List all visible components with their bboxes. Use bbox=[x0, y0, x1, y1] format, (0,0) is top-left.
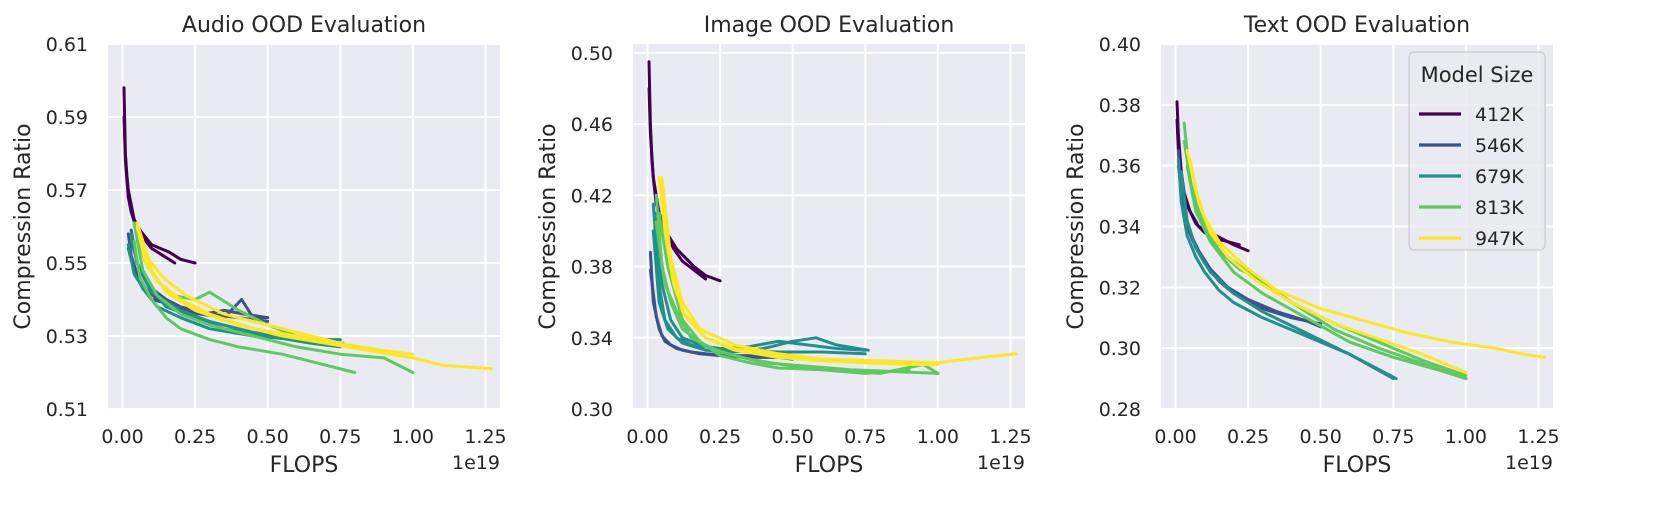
chart-title: Text OOD Evaluation bbox=[1243, 13, 1470, 38]
y-tick-label: 0.34 bbox=[571, 328, 613, 350]
legend-label: 813K bbox=[1475, 197, 1524, 219]
plot-area bbox=[633, 44, 1025, 409]
plot-area bbox=[108, 44, 500, 409]
x-tick-label: 1.00 bbox=[917, 426, 959, 448]
y-tick-label: 0.38 bbox=[1099, 95, 1141, 117]
chart-title: Image OOD Evaluation bbox=[704, 13, 955, 38]
y-tick-label: 0.57 bbox=[46, 180, 88, 202]
legend-label: 546K bbox=[1475, 135, 1524, 157]
x-tick-label: 0.00 bbox=[101, 426, 143, 448]
x-tick-label: 0.75 bbox=[319, 426, 361, 448]
y-axis-label: Compression Ratio bbox=[11, 123, 36, 329]
x-offset-label: 1e19 bbox=[452, 452, 500, 474]
y-tick-label: 0.38 bbox=[571, 257, 613, 279]
series-lines bbox=[1175, 100, 1546, 381]
series-line-546K bbox=[648, 268, 795, 361]
x-tick-label: 0.50 bbox=[247, 426, 289, 448]
y-tick-label: 0.50 bbox=[571, 43, 613, 65]
series-line-813K bbox=[1185, 164, 1468, 381]
series-line-679K bbox=[1179, 170, 1395, 381]
y-tick-label: 0.53 bbox=[46, 326, 88, 348]
series-line-947K bbox=[135, 221, 400, 356]
x-tick-label: 0.50 bbox=[772, 426, 814, 448]
series-line-947K bbox=[1188, 158, 1468, 374]
series-lines bbox=[122, 86, 493, 374]
panel-image: 0.00 0.25 0.50 0.75 1.00 1.25 0.30 0.34 0.38 0.42… bbox=[536, 13, 1032, 478]
y-tick-label: 0.30 bbox=[571, 399, 613, 421]
x-axis-label: FLOPS bbox=[270, 453, 339, 478]
chart-title: Audio OOD Evaluation bbox=[182, 13, 426, 38]
series-line-813K bbox=[132, 221, 415, 374]
x-tick-label: 0.00 bbox=[1154, 426, 1196, 448]
x-offset-label: 1e19 bbox=[1505, 452, 1553, 474]
x-axis-label: FLOPS bbox=[1323, 453, 1392, 478]
y-tick-label: 0.34 bbox=[1099, 217, 1141, 239]
x-tick-label: 0.25 bbox=[174, 426, 216, 448]
legend-label: 947K bbox=[1475, 228, 1524, 250]
legend: Model Size 412K 546K 679K 813K 947K bbox=[1408, 51, 1546, 251]
y-tick-label: 0.61 bbox=[46, 34, 88, 56]
series-line-947K bbox=[660, 176, 1018, 365]
x-tick-label: 0.75 bbox=[844, 426, 886, 448]
x-tick-label: 1.25 bbox=[1517, 426, 1559, 448]
legend-label: 679K bbox=[1475, 166, 1524, 188]
y-tick-label: 0.40 bbox=[1099, 34, 1141, 56]
x-tick-label: 0.50 bbox=[1300, 426, 1342, 448]
panel-audio: 0.00 0.25 0.50 0.75 1.00 1.25 0.51 0.53 0.55 0.57… bbox=[11, 13, 507, 478]
y-tick-label: 0.55 bbox=[46, 253, 88, 275]
x-tick-label: 1.00 bbox=[392, 426, 434, 448]
x-tick-label: 1.25 bbox=[464, 426, 506, 448]
series-line-947K bbox=[138, 232, 493, 371]
legend-box bbox=[1408, 51, 1546, 251]
x-axis-label: FLOPS bbox=[795, 453, 864, 478]
x-tick-label: 0.25 bbox=[699, 426, 741, 448]
y-tick-label: 0.46 bbox=[571, 114, 613, 136]
x-tick-label: 0.75 bbox=[1372, 426, 1414, 448]
y-tick-label: 0.36 bbox=[1099, 156, 1141, 178]
series-lines bbox=[647, 60, 1018, 375]
legend-label: 412K bbox=[1475, 104, 1524, 126]
y-tick-label: 0.30 bbox=[1099, 338, 1141, 360]
series-line-813K bbox=[132, 239, 357, 374]
x-offset-label: 1e19 bbox=[977, 452, 1025, 474]
panel-text: 0.00 0.25 0.50 0.75 1.00 1.25 0.28 0.30 0.32 0.34… bbox=[1064, 13, 1560, 478]
series-line-813K bbox=[657, 211, 911, 375]
y-axis-label: Compression Ratio bbox=[536, 123, 561, 329]
x-tick-label: 1.25 bbox=[989, 426, 1031, 448]
x-tick-label: 1.00 bbox=[1445, 426, 1487, 448]
series-line-947K bbox=[660, 193, 940, 366]
y-tick-label: 0.28 bbox=[1099, 399, 1141, 421]
y-tick-label: 0.32 bbox=[1099, 277, 1141, 299]
x-tick-label: 0.00 bbox=[626, 426, 668, 448]
y-tick-label: 0.59 bbox=[46, 107, 88, 129]
legend-title: Model Size bbox=[1421, 63, 1534, 87]
y-tick-label: 0.51 bbox=[46, 399, 88, 421]
series-line-679K bbox=[651, 229, 870, 354]
y-tick-label: 0.42 bbox=[571, 185, 613, 207]
x-tick-label: 0.25 bbox=[1227, 426, 1269, 448]
y-axis-label: Compression Ratio bbox=[1064, 123, 1089, 329]
